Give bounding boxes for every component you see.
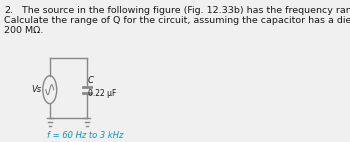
Text: 0.22 μF: 0.22 μF <box>88 89 117 98</box>
Text: 2.: 2. <box>4 6 13 15</box>
Text: The source in the following figure (Fig. 12.33b) has the frequency range shown.: The source in the following figure (Fig.… <box>4 6 350 15</box>
Text: C: C <box>88 76 94 85</box>
Text: Vs: Vs <box>31 85 41 94</box>
Text: Calculate the range of Q for the circuit, assuming the capacitor has a dielectri: Calculate the range of Q for the circuit… <box>4 16 350 25</box>
Text: f = 60 Hz to 3 kHz: f = 60 Hz to 3 kHz <box>47 130 124 139</box>
Text: 200 MΩ.: 200 MΩ. <box>4 26 43 35</box>
